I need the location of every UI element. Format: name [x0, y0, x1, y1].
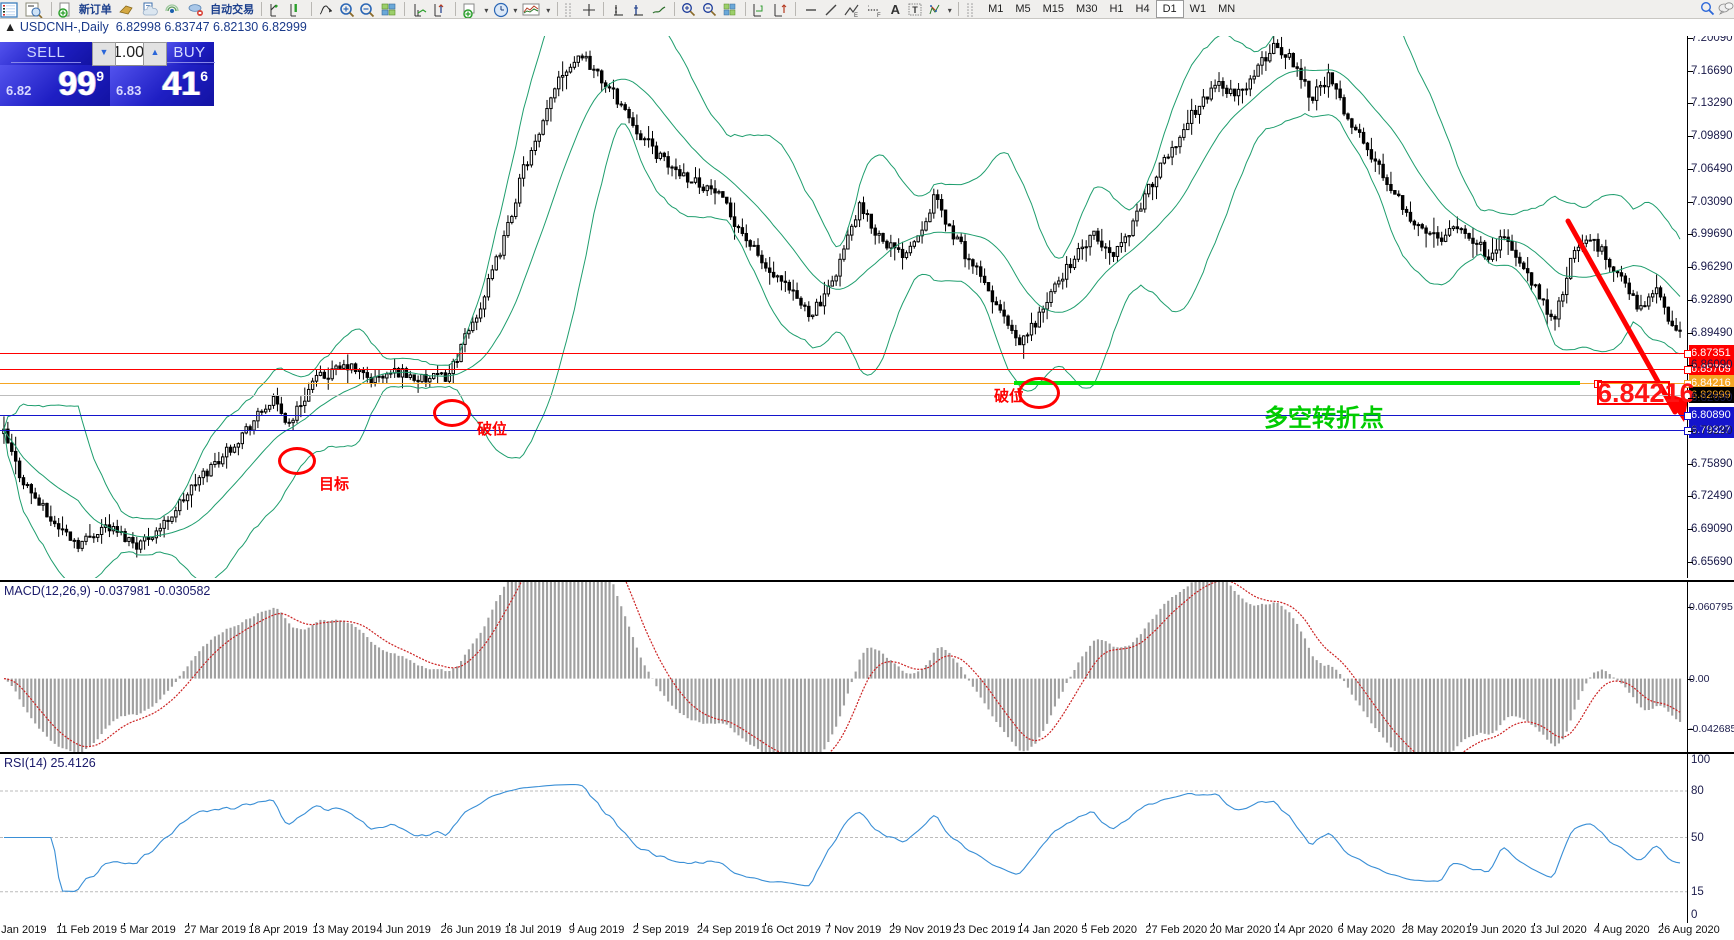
svg-text:T: T [912, 5, 918, 15]
svg-text:E: E [854, 13, 858, 18]
svg-text:F: F [877, 13, 881, 18]
